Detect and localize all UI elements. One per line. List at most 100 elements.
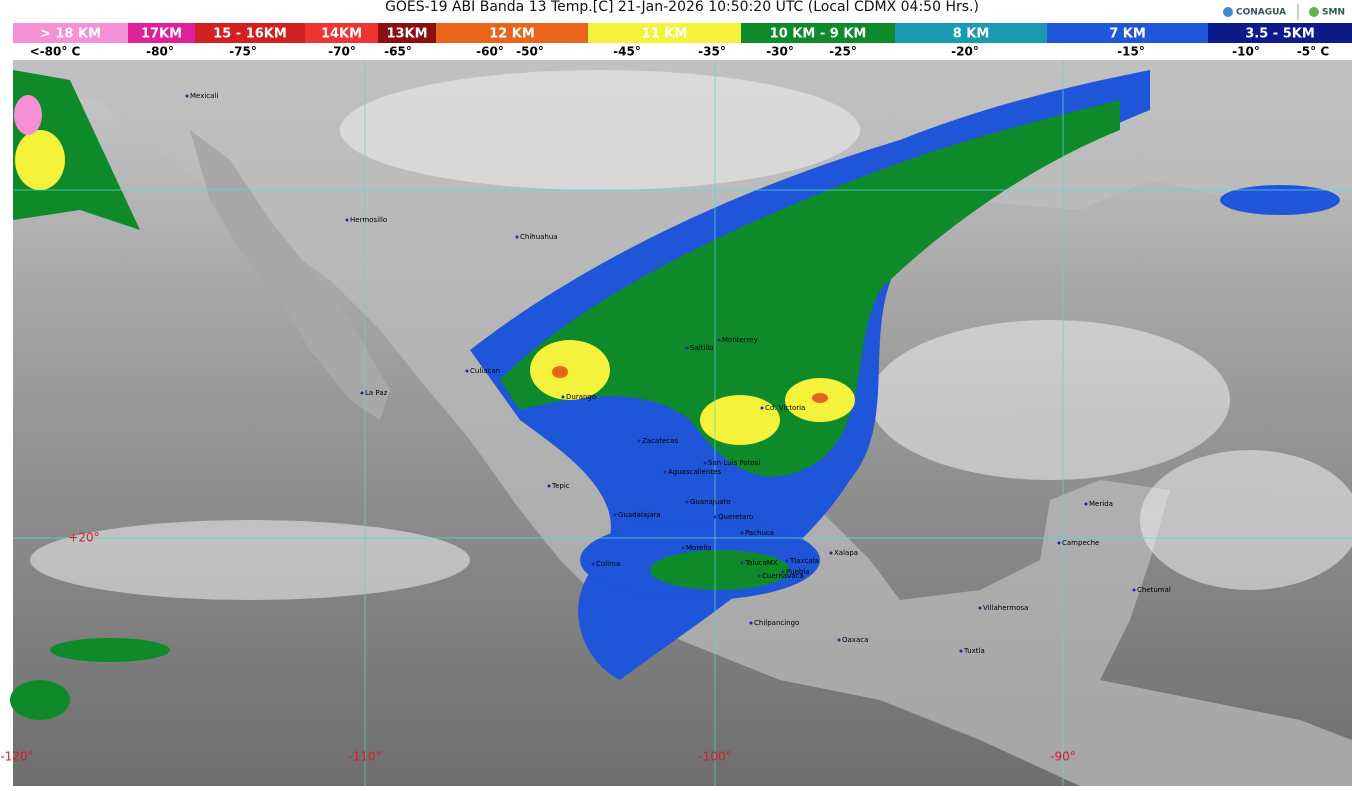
temperature-label: -45° xyxy=(613,45,641,59)
city-label: San Luis Potosi xyxy=(708,459,760,467)
temperature-label: -20° xyxy=(951,45,979,59)
city-label: Colima xyxy=(596,560,620,568)
city-dot xyxy=(547,484,551,488)
title: GOES-19 ABI Banda 13 Temp.[C] 21-Jan-202… xyxy=(385,0,979,15)
city-label: Tepic xyxy=(551,482,570,490)
legend-label: 10 KM - 9 KM xyxy=(770,27,867,42)
temperature-label: -35° xyxy=(698,45,726,59)
city-label: Tlaxcala xyxy=(789,557,819,565)
city-dot xyxy=(360,391,364,395)
city-dot xyxy=(959,649,963,653)
temperature-label: -65° xyxy=(384,45,412,59)
temperature-label: -70° xyxy=(328,45,356,59)
temperature-label: -25° xyxy=(829,45,857,59)
city-label: Morelia xyxy=(686,544,712,552)
grid-label: -110° xyxy=(348,750,381,764)
legend-swatch xyxy=(588,23,741,43)
legend-swatch xyxy=(305,23,378,43)
city-label: Culiacan xyxy=(470,367,500,375)
city-dot xyxy=(740,561,744,565)
city-label: Chilpancingo xyxy=(754,619,799,627)
logo-icon xyxy=(1223,7,1233,17)
legend-swatch xyxy=(1047,23,1208,43)
logo: CONAGUA xyxy=(1236,8,1286,18)
legend-label: 11 KM xyxy=(642,27,688,42)
city-label: Oaxaca xyxy=(842,636,868,644)
city-label: Guanajuato xyxy=(690,498,731,506)
city-dot xyxy=(1132,588,1136,592)
logo: SMN xyxy=(1322,8,1345,18)
city-dot xyxy=(978,606,982,610)
temperature-label: -50° xyxy=(516,45,544,59)
city-dot xyxy=(185,94,189,98)
city-label: Pachuca xyxy=(745,529,774,537)
legend-swatch xyxy=(1208,23,1352,43)
city-label: Puebla xyxy=(786,568,810,576)
city-label: Chihuahua xyxy=(520,233,558,241)
legend-swatch xyxy=(195,23,305,43)
peninsula xyxy=(190,130,390,420)
temperature-label: -60° xyxy=(476,45,504,59)
legend-label: 17KM xyxy=(141,27,182,42)
city-dot xyxy=(1057,541,1061,545)
legend-label: 7 KM xyxy=(1109,27,1146,42)
city-label: Cd. Victoria xyxy=(765,404,805,412)
city-label: Durango xyxy=(566,393,596,401)
legend-label: 3.5 - 5KM xyxy=(1245,27,1315,42)
city-dot xyxy=(637,439,641,443)
city-dot xyxy=(465,369,469,373)
city-dot xyxy=(1084,502,1088,506)
temperature-label: -75° xyxy=(229,45,257,59)
legend-label: > 18 KM xyxy=(40,27,101,42)
grid-label: +20° xyxy=(68,531,99,545)
legend-label: 14KM xyxy=(321,27,362,42)
temperature-label: -15° xyxy=(1117,45,1145,59)
city-label: Hermosillo xyxy=(350,216,387,224)
city-dot xyxy=(345,218,349,222)
city-dot xyxy=(613,513,617,517)
city-dot xyxy=(829,551,833,555)
city-dot xyxy=(685,500,689,504)
legend-swatch xyxy=(741,23,895,43)
grid-label: -90° xyxy=(1050,750,1076,764)
city-label: Monterrey xyxy=(722,336,758,344)
legend-swatch xyxy=(895,23,1047,43)
legend-label: 15 - 16KM xyxy=(213,27,287,42)
legend: > 18 KM 17KM 15 - 16KM 14KM 13KM 12 KM 11 KM 10… xyxy=(13,23,1352,59)
city-label: Zacatecas xyxy=(642,437,678,445)
city-label: Campeche xyxy=(1062,539,1099,547)
city-label: Cuernavaca xyxy=(762,572,804,580)
logo-icon xyxy=(1309,7,1319,17)
city-label: Queretaro xyxy=(718,513,753,521)
storm-band xyxy=(10,70,1340,720)
city-label: Villahermosa xyxy=(983,604,1028,612)
city-dot xyxy=(561,395,565,399)
city-dot xyxy=(749,621,753,625)
logos: CONAGUA SMN xyxy=(1223,4,1345,20)
city-label: Xalapa xyxy=(834,549,858,557)
city-dot xyxy=(781,570,785,574)
city-dot xyxy=(681,546,685,550)
city-dot xyxy=(703,461,707,465)
legend-swatch xyxy=(128,23,195,43)
city-label: Chetumal xyxy=(1137,586,1171,594)
city-dot xyxy=(591,562,595,566)
temperature-label: -80° xyxy=(146,45,174,59)
temperature-label: <-80° C xyxy=(30,45,81,59)
city-dot xyxy=(757,574,761,578)
grid-label: -120° xyxy=(0,750,33,764)
temperature-label: -10° xyxy=(1232,45,1260,59)
city-dot xyxy=(663,470,667,474)
legend-label: 13KM xyxy=(386,27,427,42)
city-label: Mexicali xyxy=(190,92,218,100)
legend-label: 8 KM xyxy=(953,27,990,42)
city-dot xyxy=(740,531,744,535)
legend-swatch xyxy=(436,23,588,43)
city-label: TolucaMX xyxy=(744,559,778,567)
clouds-high xyxy=(30,70,1352,600)
legend-swatch xyxy=(378,23,436,43)
temperature-label: -5° C xyxy=(1297,45,1330,59)
map: +20° -120° -110° -100° -90° Mexicali Hermosill… xyxy=(0,60,1352,786)
city-dot xyxy=(760,406,764,410)
